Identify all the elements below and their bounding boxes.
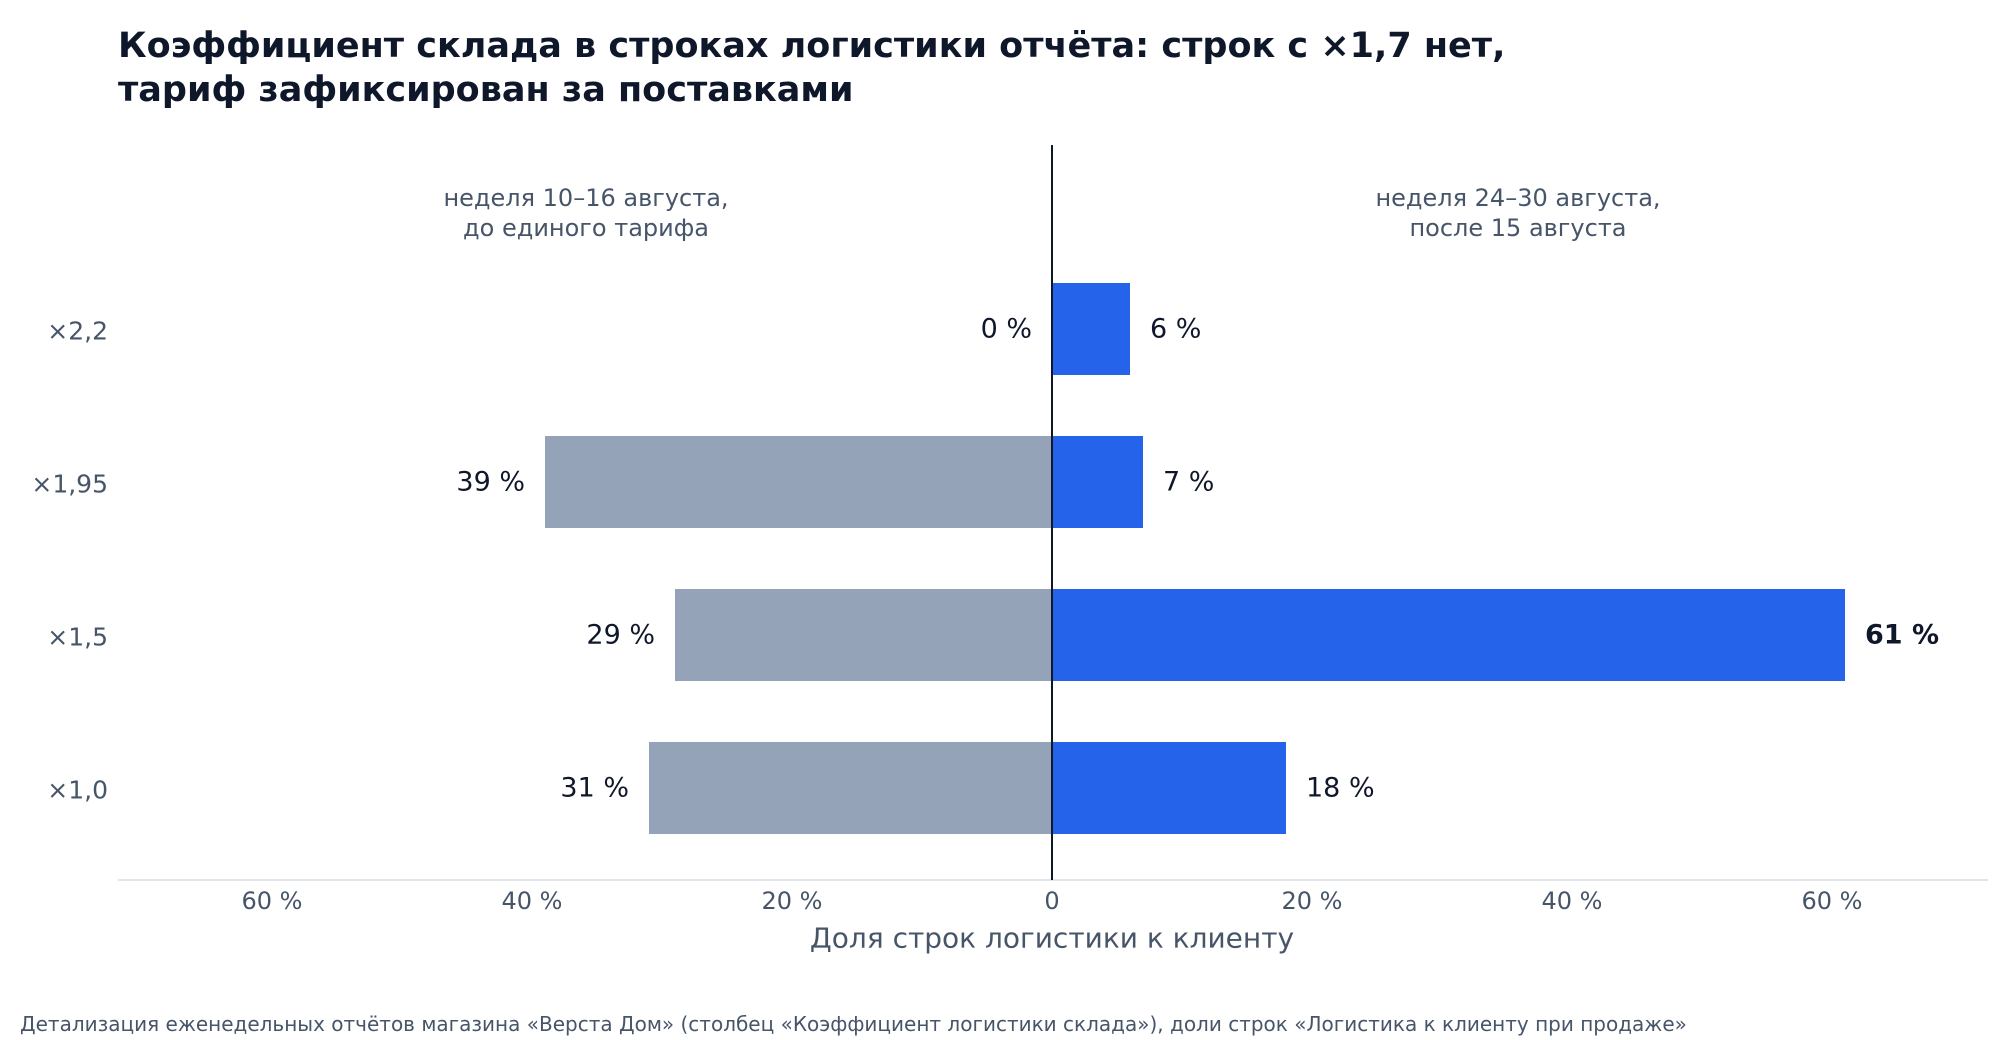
source-note: Детализация еженедельных отчётов магазин…: [20, 1012, 1687, 1036]
category-label-1: ×2,2: [47, 317, 108, 346]
bar-after-4: [1052, 742, 1286, 834]
bar-after-2: [1052, 436, 1143, 528]
chart-title-line-1: Коэффициент склада в строках логистики о…: [118, 26, 1506, 66]
value-label-after-1: 6 %: [1150, 314, 1201, 345]
series-header-after-line-2: после 15 августа: [1409, 214, 1626, 242]
x-tick-label-4: 0: [1044, 887, 1059, 915]
value-label-before-3: 29 %: [586, 620, 655, 651]
bar-before-2: [545, 436, 1052, 528]
series-header-before-line-1: неделя 10–16 августа,: [443, 184, 728, 212]
x-tick-label-1: 60 %: [242, 887, 303, 915]
x-tick-label-5: 20 %: [1282, 887, 1343, 915]
value-label-after-4: 18 %: [1306, 773, 1375, 804]
series-header-before-line-2: до единого тарифа: [463, 214, 709, 242]
value-label-after-2: 7 %: [1163, 467, 1214, 498]
value-label-after-3: 61 %: [1865, 620, 1939, 651]
bar-after-1: [1052, 283, 1130, 375]
value-label-before-4: 31 %: [560, 773, 629, 804]
value-label-before-2: 39 %: [456, 467, 525, 498]
series-header-after-line-1: неделя 24–30 августа,: [1375, 184, 1660, 212]
value-label-before-1: 0 %: [981, 314, 1032, 345]
bar-before-4: [649, 742, 1052, 834]
bar-before-3: [675, 589, 1052, 681]
x-tick-label-3: 20 %: [762, 887, 823, 915]
chart-title: Коэффициент склада в строках логистики о…: [118, 24, 1918, 112]
x-tick-label-7: 60 %: [1802, 887, 1863, 915]
category-label-3: ×1,5: [47, 623, 108, 652]
x-tick-label-6: 40 %: [1542, 887, 1603, 915]
category-label-2: ×1,95: [31, 470, 108, 499]
x-axis-label: Доля строк логистики к клиенту: [810, 922, 1294, 955]
chart-title-line-2: тариф зафиксирован за поставками: [118, 70, 854, 110]
bar-after-3: [1052, 589, 1845, 681]
x-tick-label-2: 40 %: [502, 887, 563, 915]
category-label-4: ×1,0: [47, 776, 108, 805]
